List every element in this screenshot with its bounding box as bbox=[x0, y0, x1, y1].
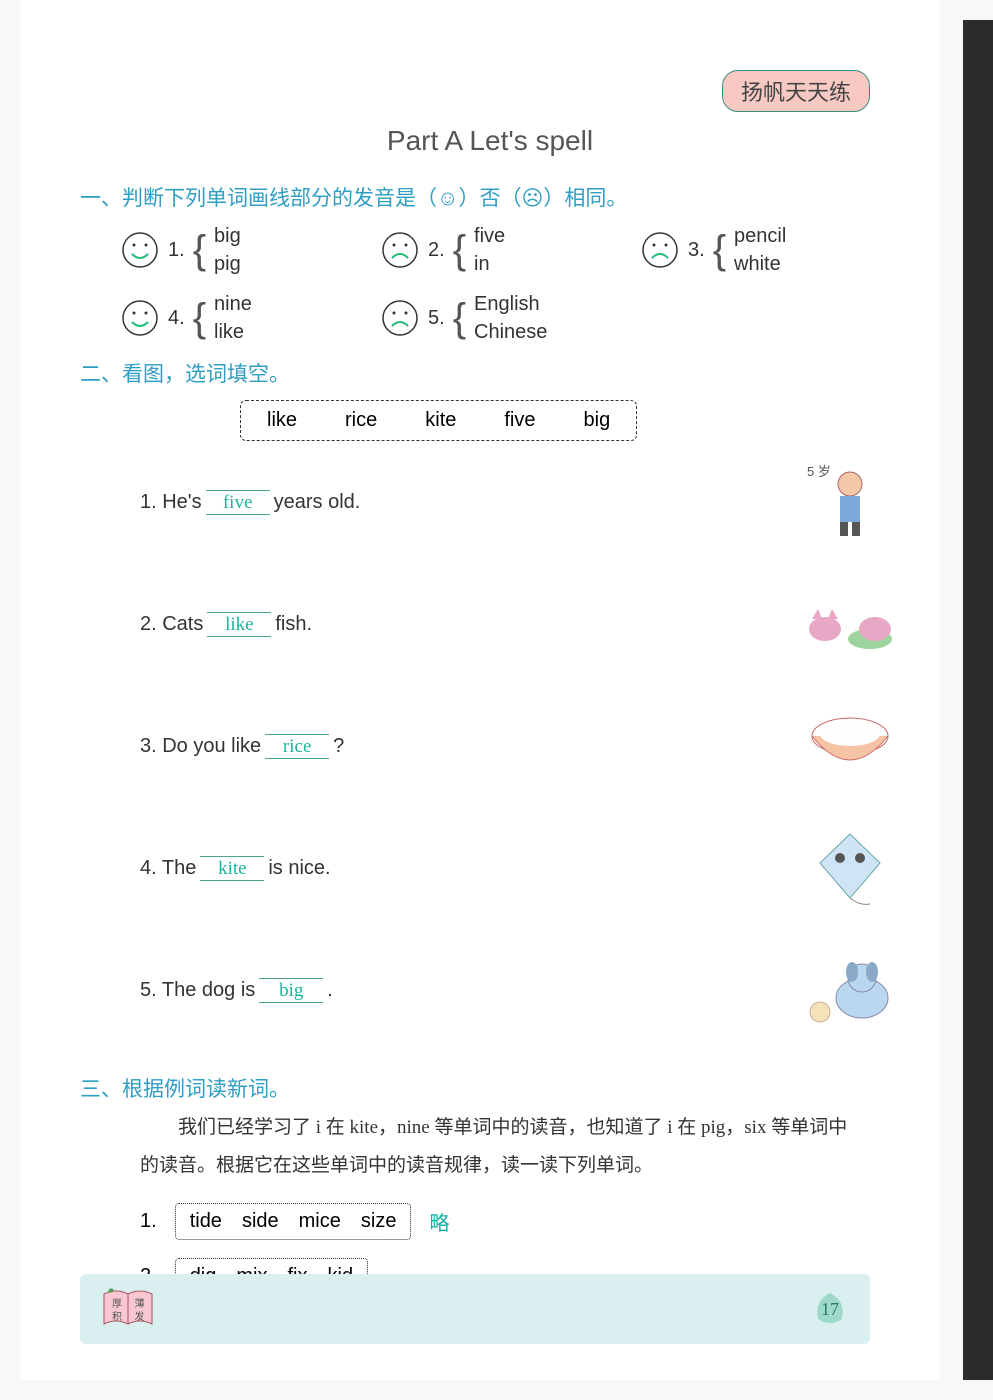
new-word: mice bbox=[299, 1210, 341, 1233]
word-top: pencil bbox=[734, 222, 786, 250]
answer-blank[interactable]: like bbox=[207, 614, 271, 637]
q2-row: 2. Cats like fish. bbox=[140, 585, 900, 663]
section2-head: 二、看图，选词填空。 bbox=[80, 358, 900, 388]
footer-char4: 发 bbox=[135, 1312, 145, 1323]
new-word: tide bbox=[190, 1210, 222, 1233]
page-title: Part A Let's spell bbox=[80, 125, 900, 157]
page-number: 17 bbox=[821, 1299, 839, 1320]
new-word: side bbox=[242, 1210, 279, 1233]
q2-sentence: 1. He's five years old. bbox=[140, 490, 360, 515]
book-icon: 厚 薄 积 发 bbox=[102, 1288, 154, 1330]
section1-head: 一、判断下列单词画线部分的发音是（☺）否（☹）相同。 bbox=[80, 182, 900, 212]
section2-list: 1. He's five years old. 5 岁 2. Cats like… bbox=[140, 463, 900, 1029]
word-bottom: like bbox=[214, 318, 252, 346]
section3-paragraph: 我们已经学习了 i 在 kite，nine 等单词中的读音，也知道了 i 在 p… bbox=[140, 1109, 860, 1185]
q3-row: 1. tide side mice size 略 bbox=[140, 1203, 900, 1240]
q2-sentence: 3. Do you like rice ? bbox=[140, 734, 344, 759]
q2-sentence: 4. The kite is nice. bbox=[140, 856, 331, 881]
svg-text:5 岁: 5 岁 bbox=[807, 464, 831, 479]
word-top: English bbox=[474, 290, 547, 318]
q2-sentence: 2. Cats like fish. bbox=[140, 612, 312, 637]
word-bottom: in bbox=[474, 250, 505, 278]
q1-item: 2.{ five in bbox=[380, 222, 640, 278]
q2-row: 3. Do you like rice ? bbox=[140, 707, 900, 785]
word-top: five bbox=[474, 222, 505, 250]
q2-row: 5. The dog is big . bbox=[140, 951, 900, 1029]
item-number: 2. bbox=[428, 239, 445, 262]
page-number-leaf: 17 bbox=[812, 1291, 848, 1327]
item-number: 5. bbox=[428, 307, 445, 330]
answer-blank[interactable]: five bbox=[206, 492, 270, 515]
answer-blank[interactable]: big bbox=[259, 980, 323, 1003]
page-footer: 厚 薄 积 发 17 bbox=[80, 1274, 870, 1344]
clipart-icon bbox=[800, 707, 900, 785]
footer-char1: 厚 bbox=[112, 1299, 122, 1310]
section1-grid: 1.{ big pig 2.{ five in 3.{ pencil white… bbox=[120, 222, 900, 346]
item-number: 3. bbox=[688, 239, 705, 262]
new-word: size bbox=[361, 1210, 397, 1233]
item-number: 1. bbox=[140, 1210, 157, 1233]
choice-word: big bbox=[584, 409, 611, 432]
section3-head: 三、根据例词读新词。 bbox=[80, 1073, 900, 1103]
q1-item: 5.{ English Chinese bbox=[380, 290, 640, 346]
footer-char2: 薄 bbox=[135, 1299, 145, 1310]
clipart-icon bbox=[800, 829, 900, 907]
q2-sentence: 5. The dog is big . bbox=[140, 978, 333, 1003]
choice-word: kite bbox=[425, 409, 456, 432]
choice-word: like bbox=[267, 409, 297, 432]
word-top: nine bbox=[214, 290, 252, 318]
scan-dark-edge bbox=[963, 20, 993, 1380]
choice-word: rice bbox=[345, 409, 377, 432]
badge-daily-practice: 扬帆天天练 bbox=[722, 70, 870, 112]
clipart-icon bbox=[800, 951, 900, 1029]
word-top: big bbox=[214, 222, 241, 250]
answer-blank[interactable]: rice bbox=[265, 736, 329, 759]
item-number: 1. bbox=[168, 239, 185, 262]
choice-word: five bbox=[504, 409, 535, 432]
word-bottom: Chinese bbox=[474, 318, 547, 346]
q2-row: 1. He's five years old. 5 岁 bbox=[140, 463, 900, 541]
clipart-icon: 5 岁 bbox=[800, 463, 900, 541]
item-number: 4. bbox=[168, 307, 185, 330]
answer-omitted: 略 bbox=[429, 1207, 449, 1236]
q1-item: 1.{ big pig bbox=[120, 222, 380, 278]
q2-row: 4. The kite is nice. bbox=[140, 829, 900, 907]
word-bottom: pig bbox=[214, 250, 241, 278]
worksheet-page: 扬帆天天练 Part A Let's spell 一、判断下列单词画线部分的发音… bbox=[20, 0, 940, 1380]
clipart-icon bbox=[800, 585, 900, 663]
word-choice-box: like rice kite five big bbox=[240, 400, 637, 441]
q1-item: 4.{ nine like bbox=[120, 290, 380, 346]
word-bottom: white bbox=[734, 250, 786, 278]
answer-blank[interactable]: kite bbox=[200, 858, 264, 881]
q1-item: 3.{ pencil white bbox=[640, 222, 900, 278]
word-list-box: tide side mice size bbox=[175, 1203, 412, 1240]
footer-char3: 积 bbox=[112, 1312, 122, 1323]
